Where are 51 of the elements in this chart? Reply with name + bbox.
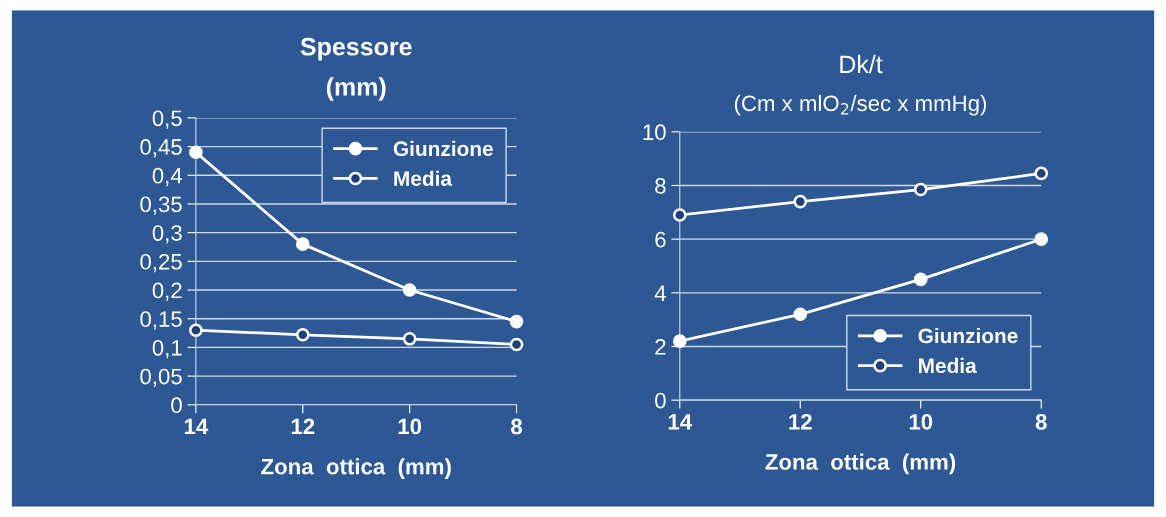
y-tick-label: 0,2 — [152, 282, 182, 301]
x-tick-label: 14 — [184, 418, 209, 435]
y-tick-label: 2 — [655, 339, 666, 355]
y-tick-label: 10 — [643, 124, 666, 141]
y-tick-label: 0,05 — [140, 368, 182, 388]
point — [1034, 166, 1049, 181]
point — [402, 283, 417, 297]
point — [402, 332, 417, 346]
y-tick-label: 0,35 — [140, 196, 182, 215]
point — [509, 337, 524, 352]
point — [913, 182, 928, 197]
point — [672, 208, 687, 222]
x-tick-label: 14 — [668, 414, 693, 430]
x-tick-label: 12 — [789, 413, 812, 430]
point — [913, 272, 928, 287]
y-tick-label: 0,5 — [152, 110, 182, 129]
y-tick-label: 0,3 — [152, 225, 182, 244]
x-axis-title: Zona ottica (mm) — [261, 458, 451, 479]
y-tick-label: 0 — [171, 397, 182, 414]
legend-label: Giunzione — [918, 327, 1018, 344]
y-tick-label: 0,45 — [140, 139, 182, 158]
point — [793, 194, 808, 209]
point — [189, 145, 203, 160]
point — [295, 327, 310, 342]
point — [672, 334, 687, 348]
point — [1034, 232, 1049, 246]
y-tick-label: 0,25 — [140, 253, 182, 273]
x-tick-label: 10 — [398, 418, 422, 435]
chart-title: Dk/t — [840, 54, 883, 74]
y-tick-label: 0,4 — [152, 167, 183, 187]
y-tick-label: 6 — [655, 231, 666, 248]
y-tick-label: 0,1 — [152, 339, 182, 359]
x-tick-label: 12 — [291, 418, 315, 435]
x-axis-title: Zona ottica (mm) — [765, 453, 956, 475]
point — [189, 323, 203, 338]
legend-label: Media — [919, 357, 977, 374]
x-tick-label: 8 — [1035, 413, 1047, 430]
point — [509, 314, 524, 329]
legend-label: Media — [394, 170, 453, 186]
chart-subtitle: (mm) — [326, 77, 386, 101]
x-tick-label: 8 — [511, 418, 523, 435]
chart-subtitle: (Cm x mlO$_{2}$/sec x mmHg) — [734, 94, 987, 116]
y-tick-label: 0,15 — [140, 311, 182, 330]
x-tick-label: 10 — [909, 413, 933, 430]
legend-label: Giunzione — [393, 140, 493, 157]
chart-title: Spessore — [300, 37, 412, 61]
y-tick-label: 8 — [655, 178, 666, 194]
point — [793, 307, 808, 322]
point — [295, 237, 310, 251]
y-tick-label: 0 — [655, 392, 666, 409]
y-tick-label: 4 — [654, 285, 666, 301]
